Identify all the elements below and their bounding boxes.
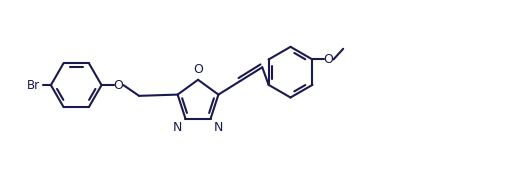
Text: N: N — [173, 120, 182, 134]
Text: Br: Br — [27, 79, 40, 92]
Text: O: O — [193, 63, 203, 76]
Text: O: O — [324, 53, 333, 66]
Text: O: O — [114, 79, 124, 92]
Text: N: N — [214, 120, 224, 134]
